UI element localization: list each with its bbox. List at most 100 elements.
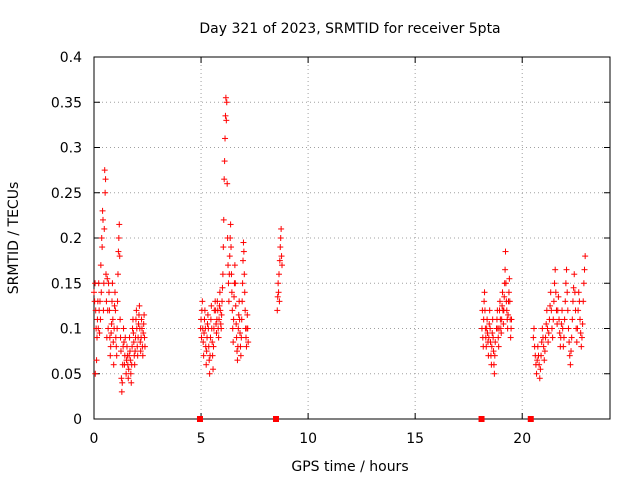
data-point — [137, 348, 144, 355]
data-point — [241, 271, 248, 278]
data-point — [276, 257, 283, 264]
zero-value-marker — [527, 416, 534, 422]
data-point — [95, 280, 102, 287]
data-point — [235, 325, 242, 332]
data-point — [95, 325, 102, 332]
data-point — [569, 316, 576, 323]
data-point — [234, 357, 241, 364]
data-point — [224, 180, 231, 187]
data-point — [237, 330, 244, 337]
data-point — [141, 343, 148, 350]
y-tick-label: 0.05 — [51, 367, 82, 383]
data-point — [556, 330, 563, 337]
data-point — [561, 316, 568, 323]
x-tick-label: 15 — [406, 431, 424, 447]
data-point — [213, 330, 220, 337]
data-point — [555, 293, 562, 300]
data-point — [496, 298, 503, 305]
data-point — [200, 339, 207, 346]
data-point — [568, 334, 575, 341]
data-point — [507, 334, 514, 341]
data-point — [502, 280, 509, 287]
data-point — [538, 339, 545, 346]
data-point — [105, 289, 112, 296]
data-point — [237, 352, 244, 359]
data-point — [108, 298, 115, 305]
data-point — [206, 357, 213, 364]
data-point — [106, 307, 113, 314]
data-point — [107, 352, 114, 359]
data-point — [505, 289, 512, 296]
data-point — [239, 280, 246, 287]
data-point — [565, 325, 572, 332]
data-point — [210, 343, 217, 350]
data-point — [109, 316, 116, 323]
data-point — [239, 298, 246, 305]
data-point — [113, 343, 120, 350]
data-point — [491, 352, 498, 359]
data-point — [566, 352, 573, 359]
data-point — [226, 253, 233, 260]
data-point — [227, 235, 234, 241]
data-point — [545, 330, 552, 337]
data-point — [117, 316, 124, 323]
grid — [94, 57, 610, 419]
data-point — [125, 375, 132, 382]
data-point — [97, 262, 104, 269]
data-point — [225, 262, 232, 269]
y-axis-label: SRMTID / TECUs — [6, 182, 22, 295]
data-point — [110, 361, 117, 368]
data-point — [215, 334, 222, 341]
data-point — [120, 339, 127, 346]
data-point — [564, 307, 571, 314]
data-point — [530, 325, 537, 332]
data-point — [548, 325, 555, 332]
data-point — [539, 325, 546, 332]
data-point — [580, 298, 587, 305]
data-point — [225, 280, 232, 287]
data-point — [240, 257, 247, 264]
data-point — [99, 216, 106, 223]
y-tick-label: 0.25 — [51, 186, 82, 202]
data-point — [105, 325, 112, 332]
data-point — [229, 307, 236, 314]
data-point — [495, 343, 502, 350]
data-point — [558, 320, 565, 327]
data-point — [120, 325, 127, 332]
axis-ticks: 0 0.05 0.1 0.15 0.2 0.25 0.3 0.35 0.4 0 5 10 15 20 — [51, 50, 610, 447]
data-point — [204, 320, 211, 327]
data-point — [275, 271, 282, 278]
zero-value-marker — [196, 416, 203, 422]
data-point — [500, 320, 507, 327]
data-point — [221, 176, 228, 183]
data-point — [230, 339, 237, 346]
data-point — [200, 352, 207, 359]
data-point — [543, 320, 550, 327]
data-point — [552, 266, 559, 273]
data-point — [486, 307, 493, 314]
data-points — [91, 94, 589, 422]
data-point — [210, 366, 217, 373]
data-point — [229, 325, 236, 332]
data-point — [140, 320, 147, 327]
data-point — [240, 239, 247, 246]
data-point — [275, 289, 282, 296]
data-point — [503, 307, 510, 314]
data-point — [96, 330, 103, 337]
data-point — [113, 352, 120, 359]
data-point — [222, 112, 229, 119]
data-point — [537, 366, 544, 373]
data-point — [130, 339, 137, 346]
data-point — [132, 348, 139, 355]
data-point — [127, 357, 134, 364]
data-point — [101, 225, 108, 232]
data-point — [556, 316, 563, 323]
data-point — [498, 316, 505, 323]
data-point — [540, 343, 547, 350]
data-point — [562, 298, 569, 305]
data-point — [491, 370, 498, 377]
data-point — [102, 271, 109, 278]
data-point — [128, 379, 135, 386]
data-point — [534, 343, 541, 350]
data-point — [225, 298, 232, 305]
